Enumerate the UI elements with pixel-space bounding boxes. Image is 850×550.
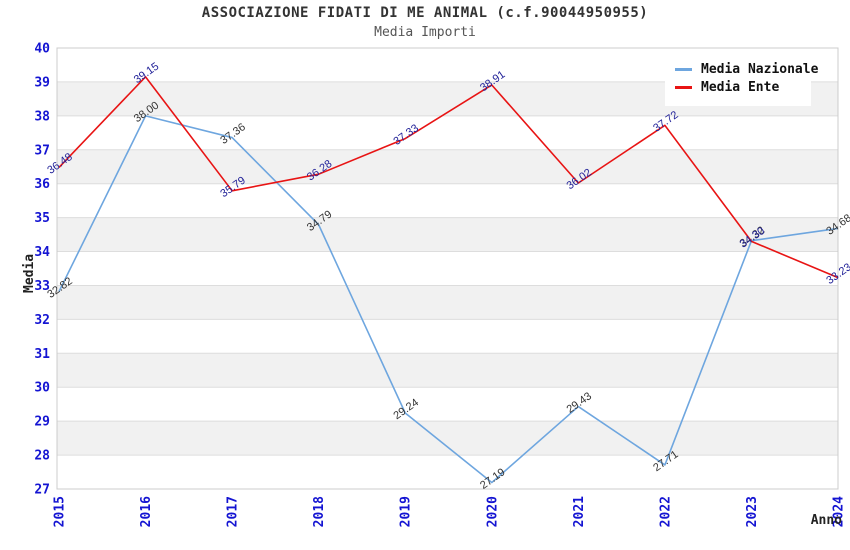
plot-border <box>56 47 839 490</box>
chart-title: ASSOCIAZIONE FIDATI DI ME ANIMAL (c.f.90… <box>201 5 649 21</box>
y-tick-label: 37 <box>34 143 50 158</box>
y-tick-label: 30 <box>34 381 50 396</box>
media-ente-value-label: 37.33 <box>392 122 421 148</box>
y-tick-label: 39 <box>34 75 50 90</box>
media-ente-line <box>58 76 839 279</box>
blue-line-marker-icon <box>675 68 692 71</box>
x-tick-label: 2021 <box>572 496 587 527</box>
x-tick-label: 2022 <box>658 496 673 527</box>
media-nazionale-value-label: 27.19 <box>478 466 507 492</box>
x-tick-label: 2019 <box>399 496 414 527</box>
y-tick-label: 40 <box>34 42 50 57</box>
media-nazionale-value-label: 29.24 <box>392 397 421 423</box>
legend-item-media-ente: Media Ente <box>675 80 805 95</box>
background-bands <box>57 81 838 456</box>
x-tick-label: 2015 <box>53 496 68 527</box>
legend-label-media-ente: Media Ente <box>701 80 780 95</box>
y-tick-label: 35 <box>34 211 50 226</box>
x-tick-label: 2018 <box>312 496 327 527</box>
y-tick-label: 36 <box>34 177 50 192</box>
y-tick-label: 29 <box>34 415 50 430</box>
x-tick-label: 2017 <box>226 496 241 527</box>
x-tick-label: 2016 <box>139 496 154 527</box>
media-nazionale-value-label: 37.36 <box>218 121 247 147</box>
x-axis-ticks: 2015 2016 2017 2018 2019 2020 2021 2022 2023 2024 <box>53 496 847 527</box>
x-axis-title: Anno <box>810 513 842 528</box>
y-axis-ticks: 27 28 29 30 31 32 33 34 35 36 37 38 39 40 <box>34 42 50 498</box>
chart-subtitle: Media Importi <box>374 25 476 40</box>
legend-item-media-nazionale: Media Nazionale <box>675 62 818 77</box>
media-ente-value-label: 33.23 <box>824 261 850 287</box>
y-tick-label: 33 <box>34 279 50 294</box>
y-tick-label: 32 <box>34 313 50 328</box>
y-tick-label: 38 <box>34 109 50 124</box>
x-tick-label: 2020 <box>485 496 500 527</box>
y-tick-label: 31 <box>34 347 50 362</box>
red-line-marker-icon <box>675 86 692 89</box>
y-tick-label: 34 <box>34 245 50 260</box>
x-tick-label: 2024 <box>832 496 847 527</box>
legend: Media Nazionale Media Ente <box>665 52 818 106</box>
y-tick-label: 27 <box>34 483 50 498</box>
media-nazionale-line <box>58 115 839 484</box>
media-nazionale-value-label: 29.43 <box>565 390 594 416</box>
y-axis-title: Media <box>22 253 37 293</box>
x-tick-label: 2023 <box>745 496 760 527</box>
legend-label-media-nazionale: Media Nazionale <box>701 62 819 77</box>
y-tick-label: 28 <box>34 449 50 464</box>
